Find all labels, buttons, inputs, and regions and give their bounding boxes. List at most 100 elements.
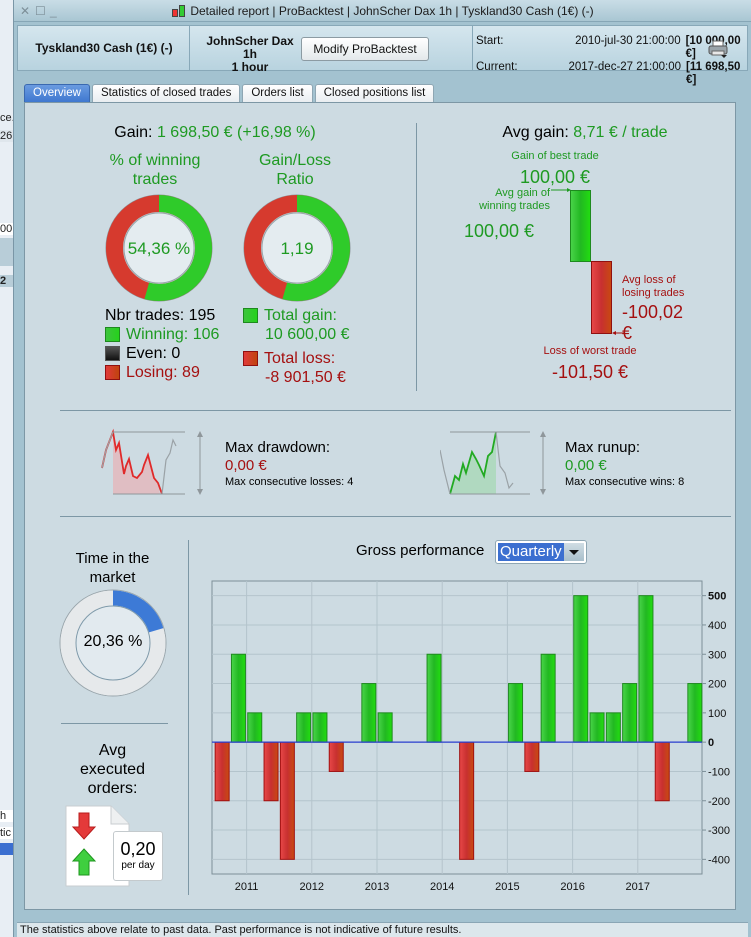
y-tick-label: 300 — [708, 649, 726, 661]
start-date: 2010-jul-30 21:00:00 — [575, 35, 681, 47]
bar-2011-Q4 — [296, 712, 312, 743]
gain-label: Gain: — [114, 124, 153, 141]
y-tick-label: 200 — [708, 679, 726, 691]
best-trade-label: Gain of best trade — [511, 150, 599, 162]
tab-closed-positions-list[interactable]: Closed positions list — [314, 84, 435, 102]
y-tick-label: 100 — [708, 708, 726, 720]
background-app-strip: ce. 26 00 2 h tic — [0, 0, 14, 937]
bar-2012-Q2 — [328, 741, 344, 772]
avg-win-label: Avg gain of winning trades — [460, 187, 550, 213]
max-consecutive-wins: Max consecutive wins: 8 — [565, 476, 685, 488]
orders-per-day-unit: per day — [121, 860, 155, 871]
winning-arc — [106, 195, 212, 301]
x-tick-label: 2017 — [626, 881, 650, 893]
period-dropdown[interactable]: Quarterly — [495, 540, 587, 564]
black-swatch — [105, 346, 120, 361]
x-tick-label: 2011 — [235, 881, 259, 893]
current-label: Current: — [476, 61, 518, 73]
system-name: JohnScher Dax 1h 1 hour — [200, 35, 300, 74]
disclaimer-footer: The statistics above relate to past data… — [17, 922, 748, 937]
losing-text: Losing: 89 — [126, 364, 200, 381]
current-amount: [11 698,50 €] — [686, 61, 741, 86]
instrument-name: Tyskland30 Cash (1€) (-) — [35, 41, 173, 55]
avg-loss-label: Avg loss of losing trades — [622, 274, 684, 300]
avg-gain-value: 8,71 € / trade — [573, 124, 668, 141]
bg-text: h — [0, 810, 13, 822]
bar-2016-Q2 — [589, 712, 605, 743]
maximize-icon[interactable]: ☐ — [35, 4, 46, 18]
winning-title-line1: % of winning — [109, 152, 201, 169]
green-swatch — [105, 327, 120, 342]
x-tick-label: 2013 — [365, 881, 389, 893]
winning-count: Winning: 106 — [105, 325, 219, 344]
best-trade-value: 100,00 € — [519, 167, 591, 187]
close-icon[interactable]: ✕ — [20, 4, 31, 18]
bg-text: tic — [0, 827, 13, 839]
nbr-trades: Nbr trades: 195 — [105, 307, 216, 324]
bar-2013-Q4 — [426, 653, 442, 743]
drawdown-graph-icon — [101, 428, 203, 495]
ratio-title-line1: Gain/Loss — [258, 152, 332, 169]
avg-win-value: 100,00 € — [464, 221, 535, 241]
minimize-icon[interactable]: _ — [50, 4, 57, 18]
even-count: Even: 0 — [105, 344, 180, 363]
overview-panel: Gain: 1 698,50 € (+16,98 %) % of winning… — [24, 102, 736, 910]
x-tick-label: 2012 — [300, 881, 324, 893]
tab-overview[interactable]: Overview — [24, 84, 90, 102]
bar-2016-Q3 — [605, 712, 621, 743]
avg-win-bar — [570, 190, 591, 262]
worst-trade-label: Loss of worst trade — [543, 345, 637, 357]
avg-win-label-line2: winning trades — [479, 200, 550, 212]
x-tick-label: 2014 — [430, 881, 454, 893]
runup-graph-icon — [440, 431, 546, 495]
report-header: Tyskland30 Cash (1€) (-) JohnScher Dax 1… — [17, 25, 748, 86]
winning-trades-title: % of winning trades — [75, 151, 235, 189]
detailed-report-window: ✕ ☐ _ Detailed report | ProBacktest | Jo… — [14, 0, 751, 937]
time-in-market-title: Time in the market — [45, 549, 180, 587]
avg-loss-value: -100,02 € — [622, 302, 683, 344]
bg-text: ce. — [0, 112, 14, 124]
timeframe-text: 1 hour — [231, 60, 269, 74]
time-in-market-value: 20,36 % — [83, 633, 143, 650]
bar-2012-Q4 — [361, 683, 377, 743]
divider — [61, 723, 168, 724]
avg-loss-bar — [591, 261, 612, 334]
report-tabs: Overview Statistics of closed trades Ord… — [24, 84, 436, 102]
divider — [188, 540, 189, 895]
system-section: JohnScher Dax 1h 1 hour — [190, 26, 473, 74]
y-tick-label: -300 — [708, 825, 730, 837]
y-tick-label: -200 — [708, 796, 730, 808]
divider — [416, 123, 417, 391]
period-selected: Quarterly — [498, 543, 566, 561]
printer-icon[interactable] — [708, 40, 728, 58]
ratio-value: 1,19 — [280, 239, 314, 258]
x-tick-label: 2015 — [495, 881, 519, 893]
bar-2017-Q1 — [638, 595, 654, 743]
x-tick-label: 2016 — [560, 881, 584, 893]
orders-per-day-box: 0,20 per day — [113, 831, 163, 881]
bar-2012-Q1 — [312, 712, 328, 743]
winning-trades-donut — [105, 194, 213, 302]
current-date: 2017-dec-27 21:00:00 — [568, 61, 682, 73]
date-range: Start: 2010-jul-30 21:00:00 [10 000,00 €… — [476, 35, 747, 87]
losing-count: Losing: 89 — [105, 363, 200, 382]
total-gain-label: Total gain: — [264, 307, 337, 324]
bar-2011-Q2 — [263, 741, 279, 802]
time-in-market-donut — [59, 589, 167, 697]
bar-2011-Q1 — [247, 712, 263, 743]
start-label: Start: — [476, 35, 504, 47]
bar-2010-Q4 — [230, 653, 246, 743]
max-runup-label: Max runup: — [565, 439, 641, 456]
gain-loss-ratio-donut — [243, 194, 351, 302]
tab-orders-list[interactable]: Orders list — [242, 84, 313, 102]
probacktest-logo-icon — [171, 4, 187, 17]
max-runup-value: 0,00 € — [565, 457, 607, 474]
modify-probacktest-button[interactable]: Modify ProBacktest — [301, 37, 429, 61]
time-in-market-arc — [60, 590, 166, 696]
divider — [60, 410, 731, 411]
avg-orders-line2: executed — [80, 761, 145, 778]
chevron-down-icon[interactable] — [564, 543, 584, 561]
bar-2015-Q1 — [508, 683, 524, 743]
tab-statistics-closed-trades[interactable]: Statistics of closed trades — [91, 84, 241, 102]
avg-executed-orders-title: Avg executed orders: — [45, 741, 180, 798]
